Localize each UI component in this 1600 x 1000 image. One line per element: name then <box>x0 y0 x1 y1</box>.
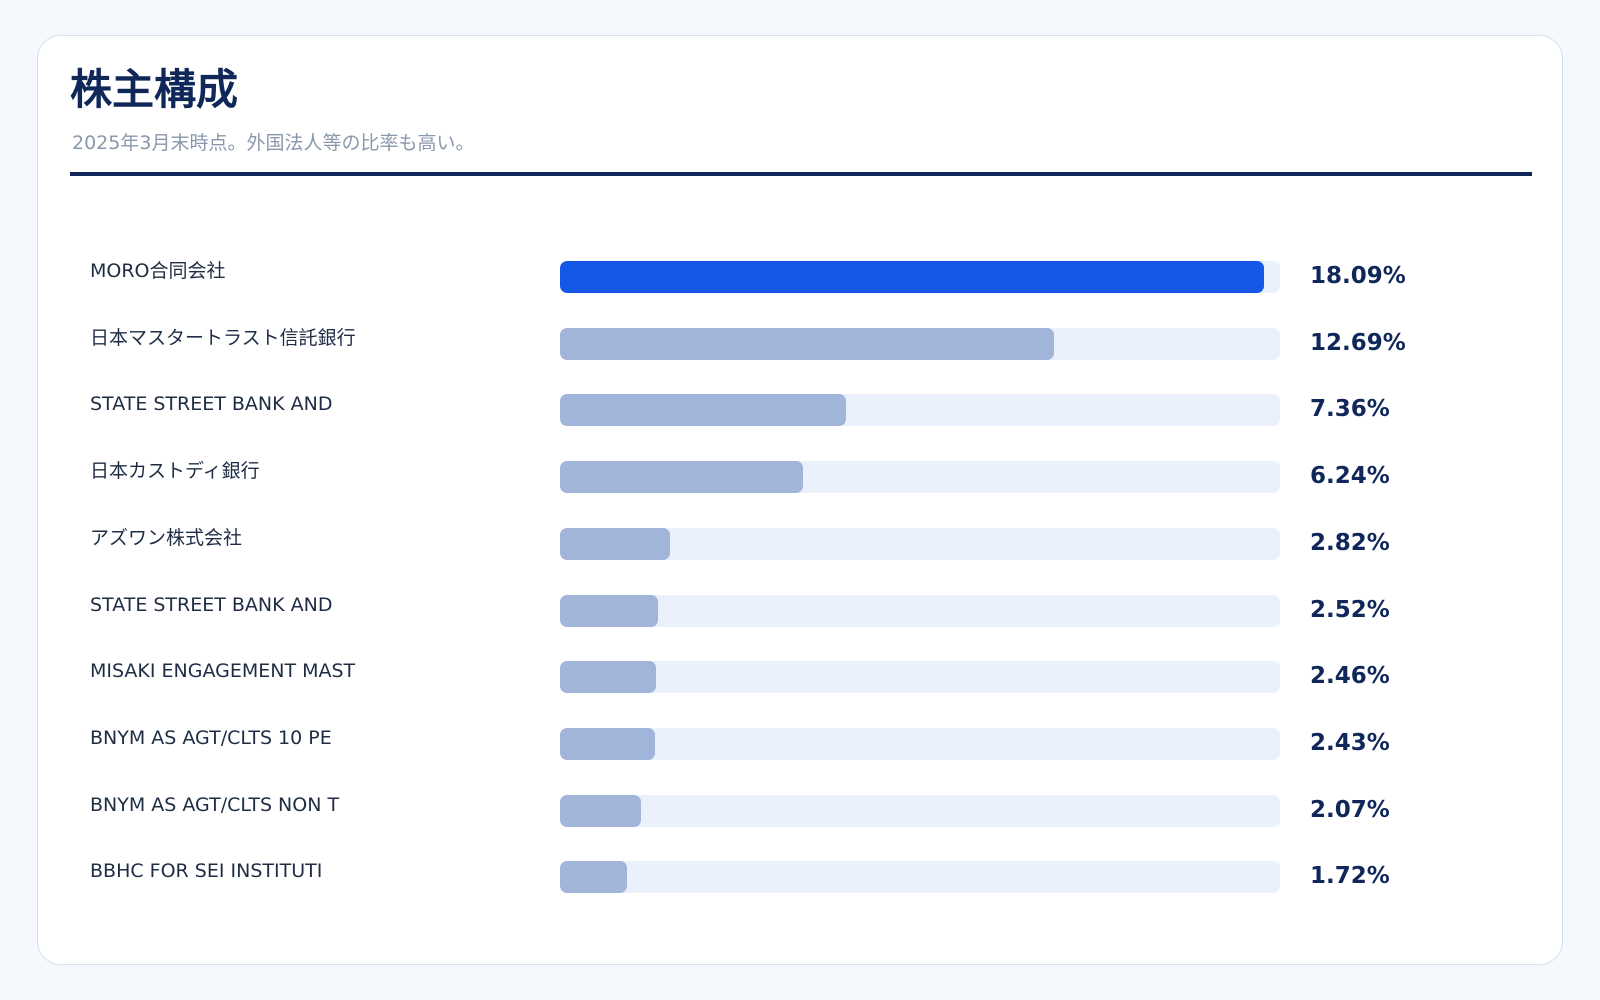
value-label: 7.36% <box>1310 396 1390 423</box>
value-label: 2.07% <box>1310 796 1390 823</box>
bar-track <box>560 661 1280 694</box>
category-label: MISAKI ENGAGEMENT MAST <box>90 660 356 683</box>
bar <box>560 861 627 894</box>
chart-row: 日本マスタートラスト信託銀行 12.69% <box>38 326 1564 368</box>
category-label: MORO合同会社 <box>90 260 226 282</box>
bar <box>560 661 656 694</box>
bar <box>560 261 1264 293</box>
chart-row: 日本カストディ銀行 6.24% <box>38 460 1564 501</box>
page-title: 株主構成 <box>70 65 239 114</box>
value-label: 2.46% <box>1310 663 1390 690</box>
bar <box>560 461 803 494</box>
category-label: BNYM AS AGT/CLTS NON T <box>90 793 340 816</box>
category-label: 日本カストディ銀行 <box>90 460 260 483</box>
chart-row: アズワン株式会社 2.82% <box>38 526 1564 568</box>
page-subtitle: 2025年3月末時点。外国法人等の比率も高い。 <box>72 132 475 154</box>
bar <box>560 327 1054 360</box>
chart-row: STATE STREET BANK AND 2.52% <box>38 593 1564 635</box>
bar <box>560 727 655 760</box>
value-label: 12.69% <box>1310 329 1406 356</box>
value-label: 6.24% <box>1310 463 1390 490</box>
category-label: STATE STREET BANK AND <box>90 593 333 616</box>
bar-track <box>560 727 1280 760</box>
value-label: 1.72% <box>1310 863 1390 890</box>
bar-track <box>560 461 1280 494</box>
bar <box>560 527 670 560</box>
bar-track <box>560 861 1280 894</box>
value-label: 2.43% <box>1310 729 1390 756</box>
shareholder-card: 株主構成 2025年3月末時点。外国法人等の比率も高い。 MORO合同会社 18.… <box>37 35 1563 965</box>
category-label: BBHC FOR SEI INSTITUTI <box>90 860 323 883</box>
bar <box>560 794 641 827</box>
bar <box>560 394 846 427</box>
bar-track <box>560 794 1280 827</box>
bar-track <box>560 327 1280 360</box>
value-label: 2.82% <box>1310 529 1390 556</box>
chart-row: MISAKI ENGAGEMENT MAST 2.46% <box>38 660 1564 701</box>
chart-row: BNYM AS AGT/CLTS NON T 2.07% <box>38 793 1564 835</box>
bar-track <box>560 527 1280 560</box>
chart-row: MORO合同会社 18.09% <box>38 260 1564 301</box>
chart-row: BBHC FOR SEI INSTITUTI 1.72% <box>38 860 1564 901</box>
category-label: STATE STREET BANK AND <box>90 393 333 416</box>
value-label: 18.09% <box>1310 263 1406 289</box>
value-label: 2.52% <box>1310 596 1390 623</box>
bar-track <box>560 261 1280 293</box>
category-label: 日本マスタートラスト信託銀行 <box>90 326 356 349</box>
bar <box>560 594 658 627</box>
category-label: BNYM AS AGT/CLTS 10 PE <box>90 726 332 749</box>
bar-track <box>560 594 1280 627</box>
chart-row: BNYM AS AGT/CLTS 10 PE 2.43% <box>38 726 1564 768</box>
category-label: アズワン株式会社 <box>90 526 243 549</box>
chart-row: STATE STREET BANK AND 7.36% <box>38 393 1564 434</box>
title-divider <box>70 172 1532 176</box>
bar-track <box>560 394 1280 427</box>
